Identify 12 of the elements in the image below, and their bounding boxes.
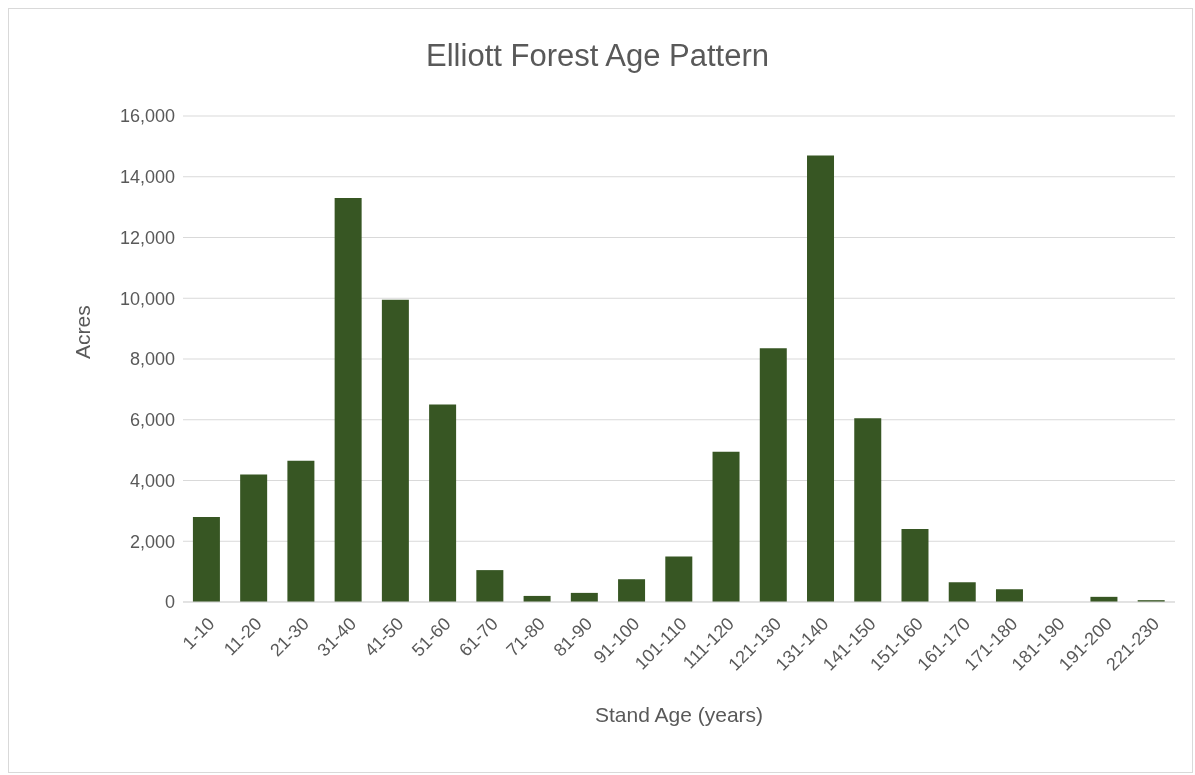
y-tick-label: 14,000 [119, 167, 175, 188]
y-tick-label: 8,000 [129, 349, 175, 370]
chart-title: Elliott Forest Age Pattern [425, 38, 770, 74]
y-tick-label: 2,000 [129, 531, 175, 552]
y-tick-label: 6,000 [129, 410, 175, 431]
y-axis-title: Acres [71, 305, 95, 359]
y-tick-label: 16,000 [119, 106, 175, 127]
x-axis-title: Stand Age (years) [594, 703, 764, 726]
y-tick-label: 10,000 [119, 288, 175, 309]
y-tick-label: 0 [164, 592, 175, 613]
y-tick-label: 12,000 [119, 227, 175, 248]
y-tick-label: 4,000 [129, 470, 175, 491]
